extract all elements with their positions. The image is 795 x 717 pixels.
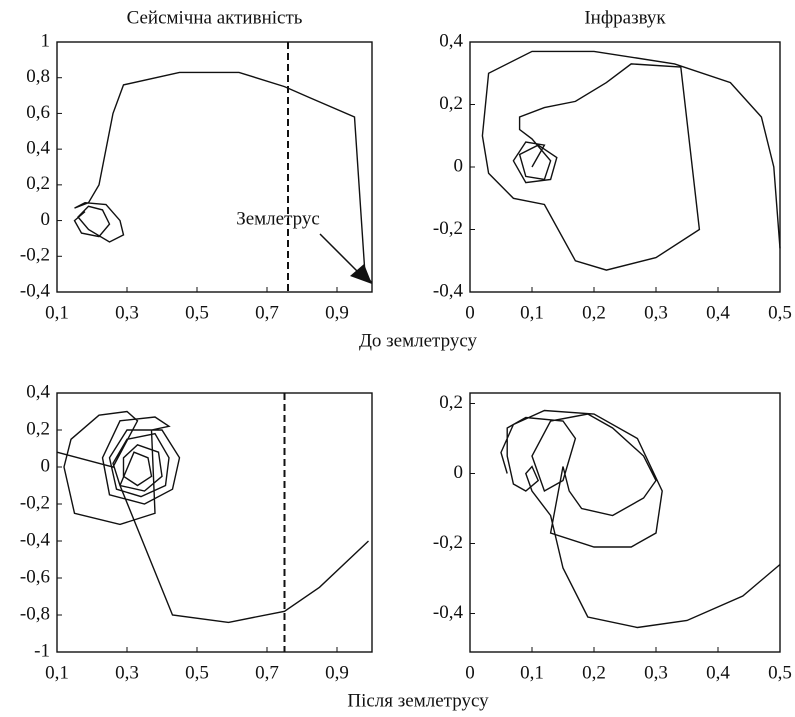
chart-title: Інфразвук [584, 7, 666, 28]
plot-frame [469, 392, 781, 653]
y-tick-label: 0,2 [439, 392, 463, 413]
y-tick-label: -0,2 [433, 218, 463, 239]
chart-title: Сейсмічна активність [127, 7, 303, 28]
trajectory [56, 410, 369, 624]
y-tick-label: -0,2 [433, 532, 463, 553]
y-tick-label: 0 [41, 209, 51, 230]
x-tick-label: 0,3 [115, 662, 139, 683]
y-tick-label: 0,2 [439, 93, 463, 114]
y-tick-label: 0,8 [26, 66, 50, 87]
y-tick-label: -0,2 [20, 492, 50, 513]
x-tick-label: 0 [465, 662, 475, 683]
x-tick-label: 0,3 [644, 302, 668, 323]
y-tick-label: -0,8 [20, 603, 50, 624]
x-axis-label: Після землетрусу [347, 690, 489, 711]
y-tick-label: 0,4 [439, 30, 463, 51]
x-tick-label: 0,1 [45, 662, 69, 683]
trajectory [481, 50, 781, 271]
x-tick-label: 0,5 [185, 662, 209, 683]
plot-frame [56, 392, 373, 653]
x-tick-label: 0 [465, 302, 475, 323]
x-tick-label: 0,5 [185, 302, 209, 323]
y-tick-label: -0,4 [433, 280, 464, 301]
y-tick-label: 0,2 [26, 173, 50, 194]
annotation: Землетрус [236, 208, 320, 229]
x-tick-label: 0,2 [582, 302, 606, 323]
y-tick-label: 0 [41, 455, 51, 476]
x-tick-label: 0,9 [325, 302, 349, 323]
y-tick-label: -0,4 [20, 529, 51, 550]
x-tick-label: 0,9 [325, 662, 349, 683]
annotation-arrow [319, 233, 363, 277]
annotation-arrowhead [350, 264, 372, 284]
x-tick-label: 0,2 [582, 662, 606, 683]
x-tick-label: 0,7 [255, 302, 279, 323]
y-tick-label: 0 [454, 155, 464, 176]
x-tick-label: 0,7 [255, 662, 279, 683]
y-tick-label: 0,2 [26, 418, 50, 439]
trajectory [500, 409, 781, 629]
y-tick-label: -0,2 [20, 245, 50, 266]
x-tick-label: 0,3 [115, 302, 139, 323]
x-tick-label: 0,1 [520, 302, 544, 323]
x-tick-label: 0,1 [45, 302, 69, 323]
y-tick-label: -0,6 [20, 566, 50, 587]
plot-frame [56, 41, 373, 293]
x-tick-label: 0,5 [768, 302, 792, 323]
x-tick-label: 0,3 [644, 662, 668, 683]
trajectory [73, 71, 373, 284]
y-tick-label: 0,4 [26, 381, 50, 402]
y-tick-label: -1 [34, 640, 50, 661]
y-tick-label: 1 [41, 30, 51, 51]
y-tick-label: 0 [454, 462, 464, 483]
x-tick-label: 0,5 [768, 662, 792, 683]
x-tick-label: 0,1 [520, 662, 544, 683]
x-axis-label: До землетрусу [359, 330, 478, 351]
x-tick-label: 0,4 [706, 662, 730, 683]
y-tick-label: -0,4 [433, 602, 464, 623]
x-tick-label: 0,4 [706, 302, 730, 323]
y-tick-label: -0,4 [20, 280, 51, 301]
y-tick-label: 0,6 [26, 102, 50, 123]
y-tick-label: 0,4 [26, 138, 50, 159]
